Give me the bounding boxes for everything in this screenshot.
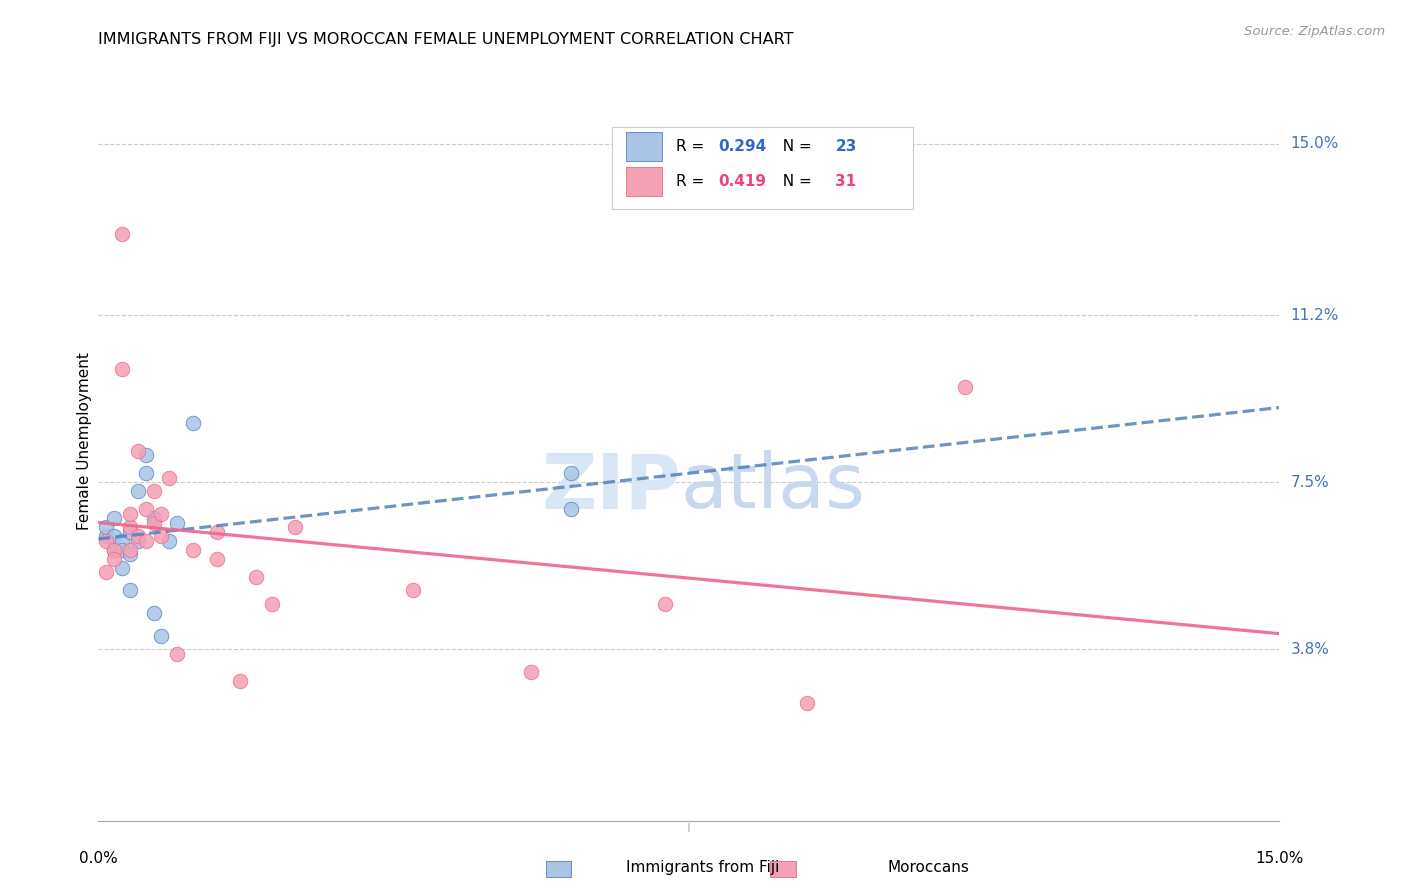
Point — [229, 673, 252, 688]
Text: N =: N = — [773, 139, 817, 154]
Point — [150, 629, 173, 643]
Text: 0.419: 0.419 — [718, 174, 766, 189]
Text: Female Unemployment: Female Unemployment — [77, 352, 91, 531]
Point — [96, 533, 118, 548]
Point — [260, 597, 283, 611]
Point — [157, 533, 180, 548]
Point — [111, 542, 134, 557]
Text: 0.0%: 0.0% — [79, 851, 118, 866]
Point — [127, 484, 149, 499]
Point — [96, 566, 118, 580]
Point — [135, 502, 157, 516]
Point — [127, 533, 149, 548]
Point — [118, 520, 141, 534]
Text: 31: 31 — [835, 174, 856, 189]
Bar — [626, 167, 662, 196]
Point — [103, 511, 125, 525]
Point — [142, 516, 165, 530]
Text: 23: 23 — [835, 139, 856, 154]
Point — [181, 417, 204, 431]
Point — [103, 542, 125, 557]
Point — [96, 529, 118, 543]
Point — [111, 561, 134, 575]
Point — [142, 484, 165, 499]
Text: 15.0%: 15.0% — [1291, 136, 1339, 151]
Point — [118, 524, 141, 539]
Point — [118, 507, 141, 521]
Point — [284, 520, 307, 534]
Text: IMMIGRANTS FROM FIJI VS MOROCCAN FEMALE UNEMPLOYMENT CORRELATION CHART: IMMIGRANTS FROM FIJI VS MOROCCAN FEMALE … — [98, 32, 794, 47]
Point — [520, 665, 543, 679]
Point — [111, 362, 134, 376]
Point — [245, 570, 267, 584]
Text: 0.294: 0.294 — [718, 139, 766, 154]
Point — [135, 448, 157, 462]
Bar — [626, 132, 662, 161]
Point — [96, 520, 118, 534]
Point — [166, 516, 188, 530]
Text: ZIP: ZIP — [541, 450, 681, 524]
Point — [560, 502, 582, 516]
Text: atlas: atlas — [681, 450, 866, 524]
Text: 7.5%: 7.5% — [1291, 475, 1329, 490]
Point — [150, 507, 173, 521]
Point — [103, 552, 125, 566]
FancyBboxPatch shape — [612, 127, 914, 209]
Point — [205, 524, 228, 539]
Point — [205, 552, 228, 566]
Point — [560, 466, 582, 480]
Text: N =: N = — [773, 174, 817, 189]
Text: R =: R = — [676, 139, 709, 154]
Point — [111, 227, 134, 241]
Point — [127, 529, 149, 543]
Point — [127, 443, 149, 458]
Point — [953, 380, 976, 394]
Point — [135, 466, 157, 480]
Point — [103, 542, 125, 557]
Point — [118, 583, 141, 598]
Text: Source: ZipAtlas.com: Source: ZipAtlas.com — [1244, 25, 1385, 38]
Point — [118, 547, 141, 561]
Point — [796, 696, 818, 710]
Text: 15.0%: 15.0% — [1256, 851, 1303, 866]
Point — [111, 533, 134, 548]
Text: Immigrants from Fiji: Immigrants from Fiji — [626, 860, 780, 874]
Point — [103, 529, 125, 543]
Point — [654, 597, 676, 611]
Point — [142, 606, 165, 620]
Point — [142, 511, 165, 525]
Point — [118, 542, 141, 557]
Point — [157, 470, 180, 484]
Point — [135, 533, 157, 548]
Text: 3.8%: 3.8% — [1291, 641, 1330, 657]
Text: Moroccans: Moroccans — [887, 860, 969, 874]
Point — [181, 542, 204, 557]
Text: R =: R = — [676, 174, 709, 189]
Point — [150, 529, 173, 543]
Text: 11.2%: 11.2% — [1291, 308, 1339, 323]
Point — [166, 647, 188, 661]
Point — [402, 583, 425, 598]
